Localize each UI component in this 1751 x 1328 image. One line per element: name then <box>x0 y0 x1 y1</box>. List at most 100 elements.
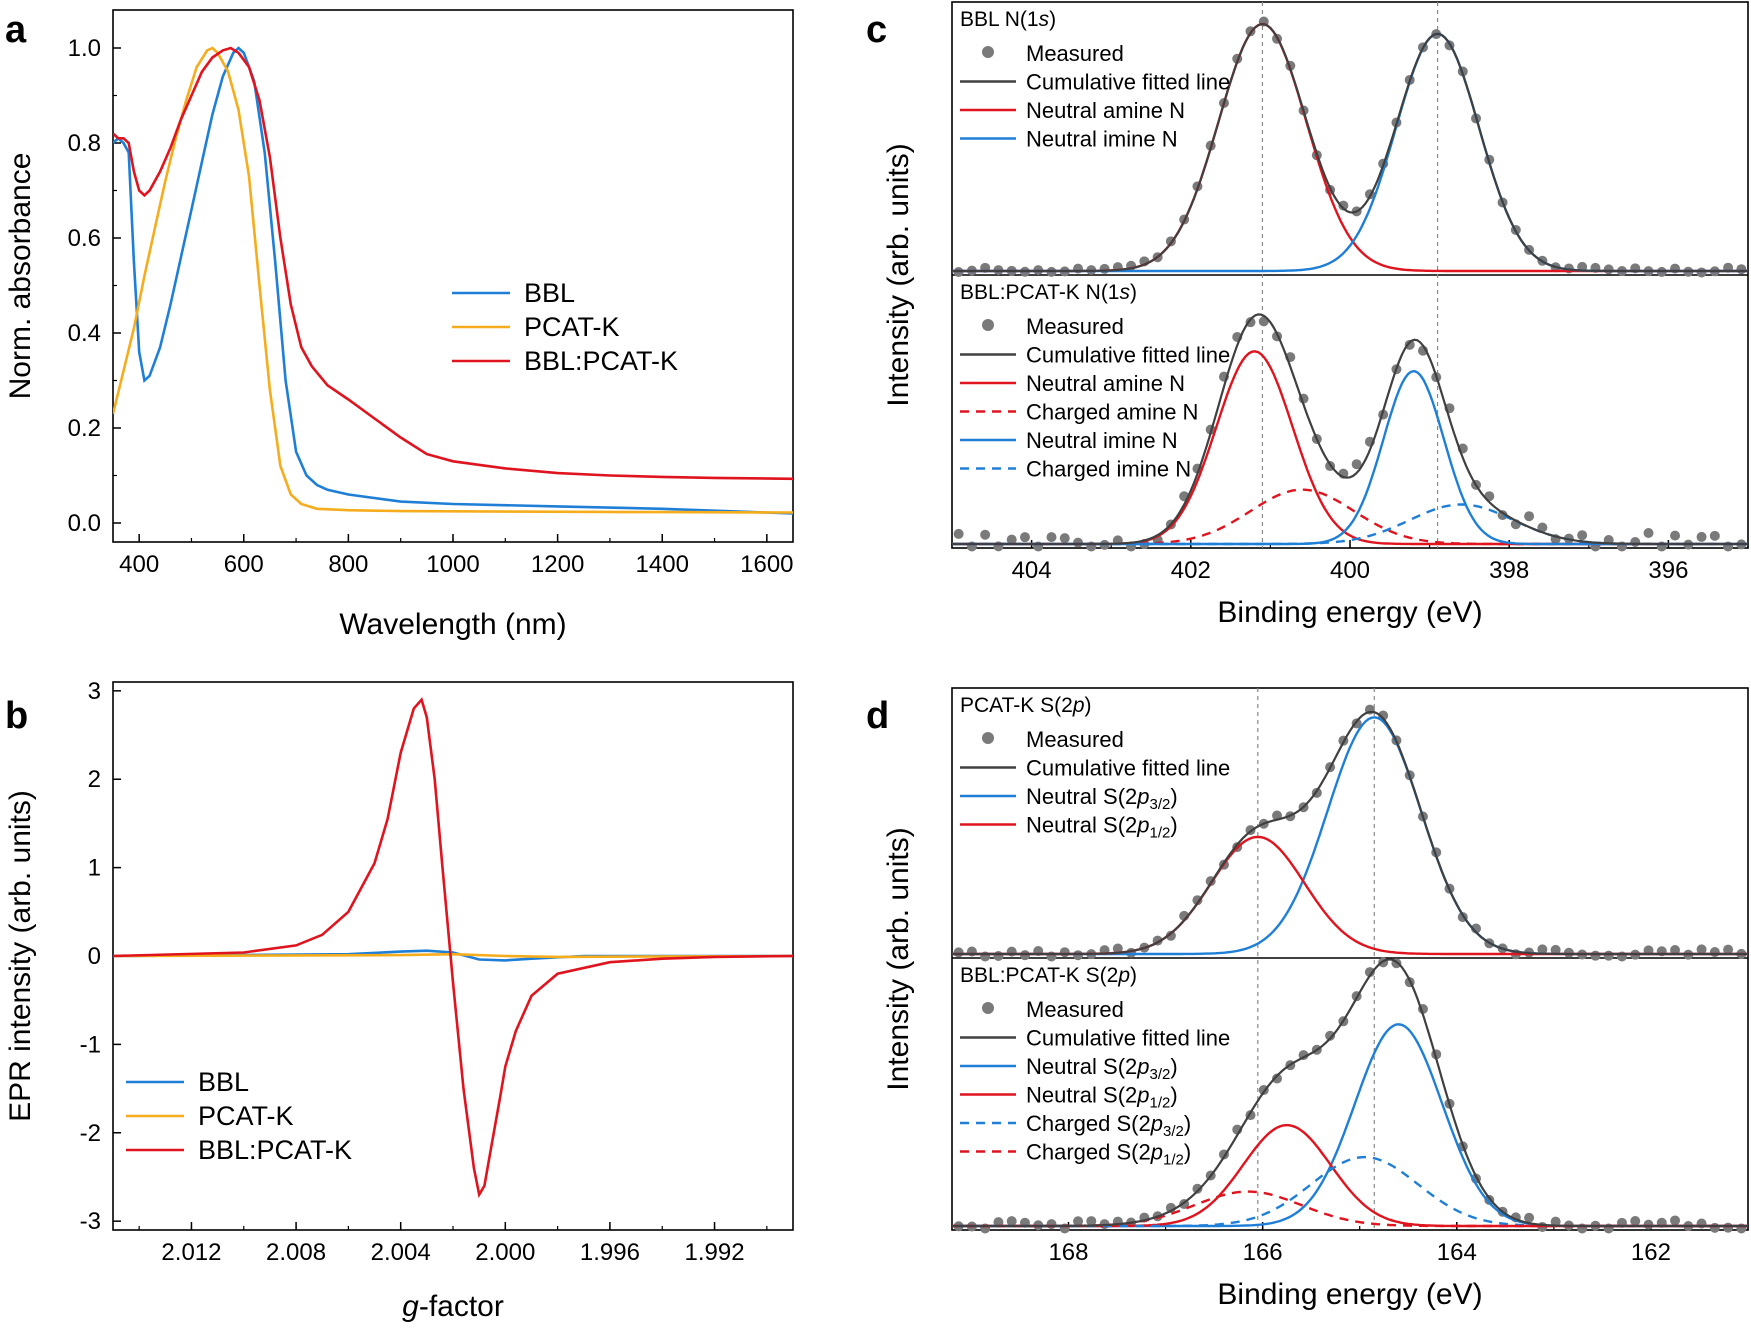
measured-point <box>1059 533 1070 544</box>
series-line-bbl-pcat-k <box>113 697 793 1199</box>
y-tick-label: 0.2 <box>68 415 101 442</box>
legend-label: BBL:PCAT-K <box>198 1135 352 1165</box>
legend-label: Neutral S(2p3/2) <box>1026 784 1178 813</box>
legend-label: PCAT-K <box>198 1101 294 1131</box>
measured-point <box>1524 511 1535 522</box>
measured-point <box>1073 950 1084 961</box>
measured-point <box>1099 263 1110 274</box>
measured-point <box>1696 267 1707 278</box>
panel-label: d <box>866 695 889 737</box>
legend-marker <box>982 1002 994 1014</box>
measured-point <box>993 1217 1004 1228</box>
legend-label: Cumulative fitted line <box>1026 756 1230 781</box>
subplot-title: BBL:PCAT-K N(1s) <box>960 281 1137 304</box>
measured-point <box>1630 1215 1641 1226</box>
measured-point <box>993 950 1004 961</box>
cumulative-fit-line <box>952 710 1748 956</box>
measured-point <box>1112 943 1123 954</box>
panel-b-epr-chart: 2.012 2.008 2.004 2.000 1.996 1.992 -3 -2 -1 0 1 2 3… <box>4 678 794 1323</box>
x-tick-label: 2.000 <box>475 1239 535 1266</box>
cumulative-fit-line <box>952 958 1748 1228</box>
measured-point <box>953 947 964 958</box>
series-line-bbl <box>113 46 793 515</box>
measured-point <box>1351 459 1362 470</box>
y-axis-label: Intensity (arb. units) <box>882 827 915 1090</box>
x-tick-label: 168 <box>1048 1239 1088 1266</box>
legend-label: Neutral S(2p3/2) <box>1026 1054 1178 1083</box>
measured-point <box>1537 944 1548 955</box>
legend-label: Charged amine N <box>1026 400 1198 425</box>
legend-label: Measured <box>1026 727 1124 752</box>
measured-point <box>953 528 964 539</box>
panel-label: b <box>5 695 28 737</box>
panel-d-s2p-xps-chart: 168 166 164 162 PCAT-K S(2p) Measured Cumulati… <box>866 687 1749 1311</box>
measured-point <box>1696 944 1707 955</box>
measured-point <box>1338 200 1349 211</box>
measured-point <box>1006 534 1017 545</box>
legend-label: BBL <box>524 278 575 308</box>
x-tick-label: 800 <box>328 551 368 578</box>
measured-point <box>1563 947 1574 958</box>
panel-a-absorbance-chart: 400 600 800 1000 1200 1400 1600 0.0 0.2 0.4 0.6 0.8… <box>4 9 794 641</box>
measured-point <box>1709 530 1720 541</box>
measured-point <box>1325 1030 1336 1041</box>
measured-point <box>1073 1216 1084 1227</box>
legend-marker <box>982 319 994 331</box>
series-line-pcat-k <box>113 46 793 514</box>
legend-label: Charged imine N <box>1026 457 1191 482</box>
measured-point <box>1709 947 1720 958</box>
measured-point <box>1723 944 1734 955</box>
cumulative-fit-line <box>952 313 1748 546</box>
measured-point <box>1550 1216 1561 1227</box>
subplot-title: BBL:PCAT-K S(2p) <box>960 964 1137 987</box>
measured-point <box>1497 510 1508 521</box>
x-tick-label: 398 <box>1489 557 1529 584</box>
x-tick-label: 1200 <box>531 551 584 578</box>
panel-c-n1s-xps-chart: 404 402 400 398 396 BBL N(1s) Measured Cumulati… <box>866 1 1749 629</box>
y-tick-label: -3 <box>80 1208 101 1235</box>
measured-point <box>1378 710 1389 721</box>
legend-label: BBL <box>198 1067 249 1097</box>
subplot-title: BBL N(1s) <box>960 8 1056 31</box>
measured-point <box>1696 531 1707 542</box>
legend-label: Neutral S(2p1/2) <box>1026 1083 1178 1112</box>
y-tick-label: 0.0 <box>68 510 101 537</box>
x-tick-label: 600 <box>224 551 264 578</box>
legend-marker <box>982 46 994 58</box>
legend-label: Measured <box>1026 997 1124 1022</box>
x-axis-label: g-factor <box>402 1290 504 1323</box>
x-tick-label: 396 <box>1648 557 1688 584</box>
measured-point <box>1073 537 1084 548</box>
x-tick-label: 402 <box>1171 557 1211 584</box>
measured-point <box>1165 930 1176 941</box>
series-line-bbl-pcat-k <box>113 46 793 481</box>
x-tick-label: 1400 <box>636 551 689 578</box>
y-tick-label: 0.8 <box>68 130 101 157</box>
legend-label: Measured <box>1026 314 1124 339</box>
legend-label: Charged S(2p1/2) <box>1026 1140 1191 1169</box>
y-tick-label: 1.0 <box>68 35 101 62</box>
x-tick-label: 162 <box>1631 1239 1671 1266</box>
measured-point <box>1736 264 1747 275</box>
y-tick-label: 2 <box>88 766 101 793</box>
y-tick-label: 0 <box>88 943 101 970</box>
x-tick-label: 2.012 <box>161 1239 221 1266</box>
panel-label: c <box>866 9 887 51</box>
measured-point <box>1086 1216 1097 1227</box>
measured-point <box>1272 1073 1283 1084</box>
legend-marker <box>982 732 994 744</box>
measured-point <box>1550 944 1561 955</box>
measured-point <box>1059 947 1070 958</box>
measured-point <box>1524 1212 1535 1223</box>
legend-label: Charged S(2p3/2) <box>1026 1111 1191 1140</box>
measured-point <box>1670 1215 1681 1226</box>
measured-point <box>1590 950 1601 961</box>
legend-label: BBL:PCAT-K <box>524 346 678 376</box>
series-line-pcat-k <box>113 952 793 959</box>
x-tick-label: 400 <box>1330 557 1370 584</box>
measured-point <box>1046 532 1057 543</box>
x-tick-label: 1600 <box>740 551 793 578</box>
y-axis-label: Norm. absorbance <box>4 153 37 400</box>
measured-point <box>1670 944 1681 955</box>
